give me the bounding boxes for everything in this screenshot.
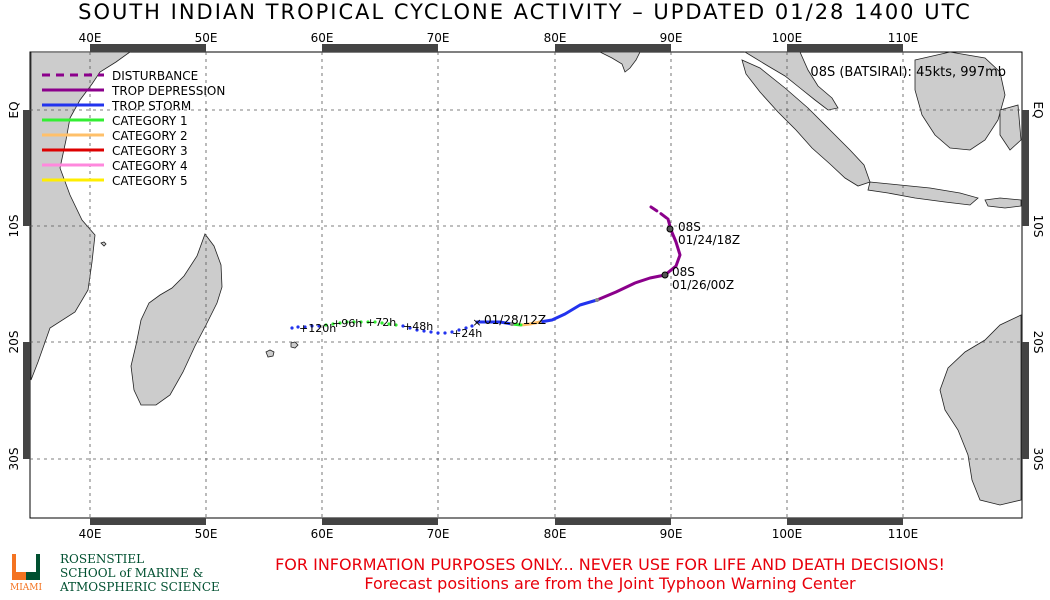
lon-label: 100E bbox=[772, 31, 803, 45]
track-tropical-storm-recent bbox=[475, 320, 514, 326]
forecast-label: +48h bbox=[403, 320, 433, 333]
lon-label: 50E bbox=[195, 527, 218, 541]
track-position-marker bbox=[666, 225, 674, 233]
lon-label: 100E bbox=[772, 527, 803, 541]
legend-label: CATEGORY 3 bbox=[112, 144, 188, 158]
legend: DISTURBANCE TROP DEPRESSION TROP STORM C… bbox=[42, 69, 225, 188]
lon-label: 40E bbox=[79, 527, 102, 541]
legend-label: TROP STORM bbox=[111, 99, 191, 113]
track-label-name: 08S bbox=[672, 265, 695, 279]
lesser-sunda-islands bbox=[984, 197, 1022, 209]
lon-label: 80E bbox=[544, 31, 567, 45]
lat-label: 30S bbox=[7, 448, 21, 471]
track-disturbance bbox=[649, 205, 670, 221]
current-position-marker: × bbox=[472, 316, 481, 329]
lon-label: 60E bbox=[311, 527, 334, 541]
forecast-label: +72h bbox=[366, 316, 396, 329]
track-label-current: 01/28/12Z bbox=[484, 313, 546, 327]
track-label-time: 01/26/00Z bbox=[672, 278, 734, 292]
lat-label: 30S bbox=[1031, 448, 1045, 471]
track-label-time: 01/24/18Z bbox=[678, 233, 740, 247]
madagascar-landmass bbox=[130, 233, 223, 406]
lon-label: 90E bbox=[660, 31, 683, 45]
track-position-marker bbox=[595, 298, 599, 302]
lon-label: 110E bbox=[888, 527, 919, 541]
lat-label: 20S bbox=[7, 331, 21, 354]
lon-label: 70E bbox=[427, 31, 450, 45]
forecast-label: +24h bbox=[452, 327, 482, 340]
axis-tick-bars bbox=[23, 44, 1029, 525]
forecast-label: +96h bbox=[332, 317, 362, 330]
sumatra-landmass bbox=[741, 59, 871, 187]
lon-label: 50E bbox=[195, 31, 218, 45]
forecast-track bbox=[290, 320, 474, 335]
india-landmass bbox=[599, 51, 641, 73]
page-title: SOUTH INDIAN TROPICAL CYCLONE ACTIVITY –… bbox=[78, 0, 972, 24]
lon-label: 40E bbox=[79, 31, 102, 45]
lon-label: 70E bbox=[427, 527, 450, 541]
logo-miami-text: MIAMI bbox=[10, 583, 43, 593]
track-tropical-storm bbox=[538, 298, 599, 324]
logo-line-2: SCHOOL of MARINE & bbox=[60, 566, 204, 580]
mauritius-island bbox=[290, 341, 299, 349]
reunion-island bbox=[265, 349, 275, 358]
legend-label: DISTURBANCE bbox=[112, 69, 198, 83]
lat-label: 20S bbox=[1031, 331, 1045, 354]
java-landmass bbox=[867, 181, 979, 206]
disclaimer-warning: FOR INFORMATION PURPOSES ONLY... NEVER U… bbox=[275, 555, 945, 574]
lon-label: 110E bbox=[888, 31, 919, 45]
storm-info: 08S (BATSIRAI): 45kts, 997mb bbox=[810, 65, 1006, 80]
lon-label: 80E bbox=[544, 527, 567, 541]
australia-landmass bbox=[939, 314, 1022, 506]
track-label-name: 08S bbox=[678, 220, 701, 234]
lat-label: 10S bbox=[7, 215, 21, 238]
lon-label: 90E bbox=[660, 527, 683, 541]
lat-labels-right: EQ 10S 20S 30S bbox=[1031, 101, 1045, 470]
borneo-landmass bbox=[914, 51, 1006, 151]
malay-peninsula bbox=[743, 51, 839, 111]
track-category-2 bbox=[519, 320, 542, 327]
lat-labels-left: EQ 10S 20S 30S bbox=[7, 101, 21, 470]
university-logo: MIAMI ROSENSTIEL SCHOOL of MARINE & ATMO… bbox=[8, 552, 238, 597]
disclaimer-source: Forecast positions are from the Joint Ty… bbox=[364, 574, 856, 593]
graticule bbox=[30, 52, 1022, 518]
forecast-labels: +24h +48h +72h +96h +120h bbox=[299, 316, 482, 340]
track-position-marker bbox=[661, 271, 669, 279]
track-labels: 08S 01/24/18Z 08S 01/26/00Z 01/28/12Z bbox=[484, 220, 740, 327]
lat-label: 10S bbox=[1031, 215, 1045, 238]
forecast-label: +120h bbox=[299, 322, 336, 335]
logo-line-3: ATMOSPHERIC SCIENCE bbox=[60, 580, 220, 594]
track-depression bbox=[595, 217, 682, 302]
track-position-marker bbox=[510, 322, 514, 326]
lat-label: EQ bbox=[1031, 101, 1045, 118]
legend-label: TROP DEPRESSION bbox=[111, 84, 225, 98]
um-logo-icon bbox=[12, 554, 40, 580]
comoros-island bbox=[100, 241, 107, 247]
legend-label: CATEGORY 2 bbox=[112, 129, 188, 143]
legend-label: CATEGORY 5 bbox=[112, 174, 188, 188]
legend-label: CATEGORY 1 bbox=[112, 114, 188, 128]
sulawesi-landmass bbox=[999, 104, 1022, 151]
lon-labels-bottom: 40E 50E 60E 70E 80E 90E 100E 110E bbox=[79, 527, 919, 541]
legend-label: CATEGORY 4 bbox=[112, 159, 188, 173]
lon-labels-top: 40E 50E 60E 70E 80E 90E 100E 110E bbox=[79, 31, 919, 45]
logo-line-1: ROSENSTIEL bbox=[60, 552, 145, 566]
lon-label: 60E bbox=[311, 31, 334, 45]
lat-label: EQ bbox=[7, 101, 21, 118]
